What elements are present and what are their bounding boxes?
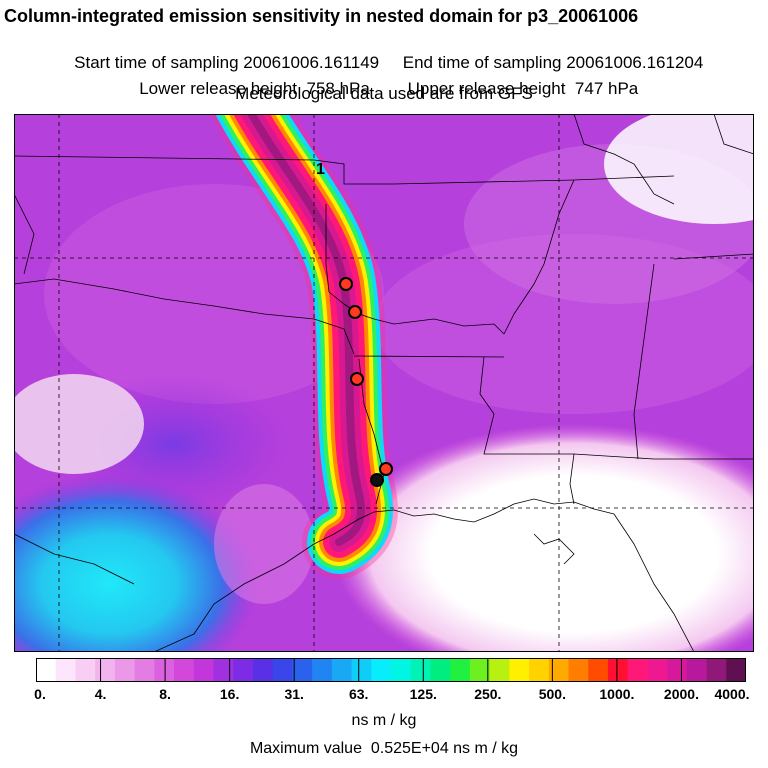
boundary-lines bbox=[14, 114, 754, 505]
upper-label: Upper release height bbox=[407, 79, 566, 98]
colorbar-swatch bbox=[509, 658, 530, 682]
colorbar-swatch bbox=[469, 658, 491, 682]
colorbar-tick-label: 31. bbox=[284, 686, 304, 702]
colorbar-swatch bbox=[588, 658, 609, 682]
max-value: 0.525E+04 ns m / kg bbox=[370, 740, 519, 757]
colorbar-swatch bbox=[627, 658, 648, 682]
colorbar-swatch bbox=[607, 658, 629, 682]
colorbar-tick-label: 1000. bbox=[599, 686, 635, 702]
colorbar-tick-label: 2000. bbox=[663, 686, 699, 702]
max-label: Maximum value bbox=[249, 740, 362, 757]
colorbar-swatch bbox=[233, 658, 254, 682]
colorbar-swatch bbox=[193, 658, 214, 682]
colorbar-swatch bbox=[292, 658, 313, 682]
colorbar-tick-label: 8. bbox=[159, 686, 171, 702]
colorbar-swatch bbox=[489, 658, 510, 682]
release-point bbox=[379, 462, 393, 476]
colorbar-swatch bbox=[647, 658, 668, 682]
colorbar-tick-label: 0. bbox=[34, 686, 46, 702]
colorbar-tick-label: 500. bbox=[538, 686, 566, 702]
colorbar-tick-label: 63. bbox=[348, 686, 369, 702]
colorbar-swatch bbox=[450, 658, 471, 682]
colorbar-units: ns m / kg bbox=[351, 712, 417, 729]
end-label: End time of sampling bbox=[402, 53, 562, 72]
plume-band bbox=[210, 114, 398, 579]
release-points bbox=[339, 277, 393, 487]
colorbar-swatch bbox=[410, 658, 431, 682]
coastline bbox=[14, 498, 695, 652]
met-data-line: Meteorological data used are from GFS bbox=[235, 84, 533, 103]
colorbar bbox=[36, 658, 746, 682]
colorbar-swatch bbox=[351, 658, 372, 682]
start-label: Start time of sampling bbox=[74, 53, 239, 72]
colorbar-tick-label: 250. bbox=[474, 686, 502, 702]
colorbar-swatch bbox=[252, 658, 274, 682]
map-frame bbox=[14, 114, 754, 652]
colorbar-swatch bbox=[213, 658, 234, 682]
colorbar-tick-label: 4. bbox=[94, 686, 107, 702]
colorbar-swatch bbox=[154, 658, 175, 682]
colorbar-swatch bbox=[331, 658, 353, 682]
sensitivity-map: 1 bbox=[14, 114, 754, 652]
colorbar-swatch bbox=[548, 658, 569, 682]
colorbar-swatch bbox=[568, 658, 589, 682]
sampling-times: Start time of sampling 20061006.161149 E… bbox=[0, 33, 768, 73]
lower-value: 758 hPa bbox=[306, 79, 370, 98]
colorbar-tick-label: 4000. bbox=[714, 686, 750, 702]
colorbar-swatch bbox=[312, 658, 333, 682]
upper-value: 747 hPa bbox=[574, 79, 639, 98]
colorbar-tick-label: 16. bbox=[219, 686, 240, 702]
colorbar-swatch bbox=[174, 658, 195, 682]
colorbar-swatch bbox=[391, 658, 412, 682]
colorbar-frame bbox=[36, 658, 746, 682]
plume-label: 1 bbox=[316, 161, 325, 178]
low-sensitivity-gulf bbox=[334, 424, 754, 652]
end-value: 20061006.161204 bbox=[566, 53, 704, 72]
release-point bbox=[350, 372, 364, 386]
colorbar-swatch bbox=[272, 658, 293, 682]
colorbar-swatch bbox=[371, 658, 392, 682]
lower-label: Lower release height bbox=[139, 79, 298, 98]
colorbar-swatch bbox=[114, 658, 136, 682]
colorbar-swatch bbox=[726, 658, 746, 682]
colorbar-swatch bbox=[95, 658, 116, 682]
colorbar-swatch bbox=[36, 658, 57, 682]
release-point bbox=[339, 277, 353, 291]
colorbar-swatch bbox=[529, 658, 550, 682]
colorbar-swatch bbox=[667, 658, 688, 682]
start-value: 20061006.161149 bbox=[243, 53, 380, 72]
colorbar-swatch bbox=[134, 658, 155, 682]
release-point-black bbox=[370, 473, 384, 487]
maximum-value: Maximum value 0.525E+04 ns m / kg bbox=[0, 740, 768, 758]
release-point bbox=[348, 305, 362, 319]
colorbar-swatch bbox=[55, 658, 76, 682]
colorbar-tick-label: 125. bbox=[409, 686, 437, 702]
chart-title: Column-integrated emission sensitivity i… bbox=[4, 6, 639, 26]
release-heights: Lower release height 758 hPa Upper relea… bbox=[0, 59, 768, 99]
cyan-region-mexico bbox=[14, 474, 259, 652]
colorbar-swatch bbox=[686, 658, 708, 682]
latlon-grid bbox=[14, 114, 754, 652]
colorbar-swatch bbox=[706, 658, 727, 682]
colorbar-swatch bbox=[430, 658, 451, 682]
colorbar-swatch bbox=[75, 658, 96, 682]
